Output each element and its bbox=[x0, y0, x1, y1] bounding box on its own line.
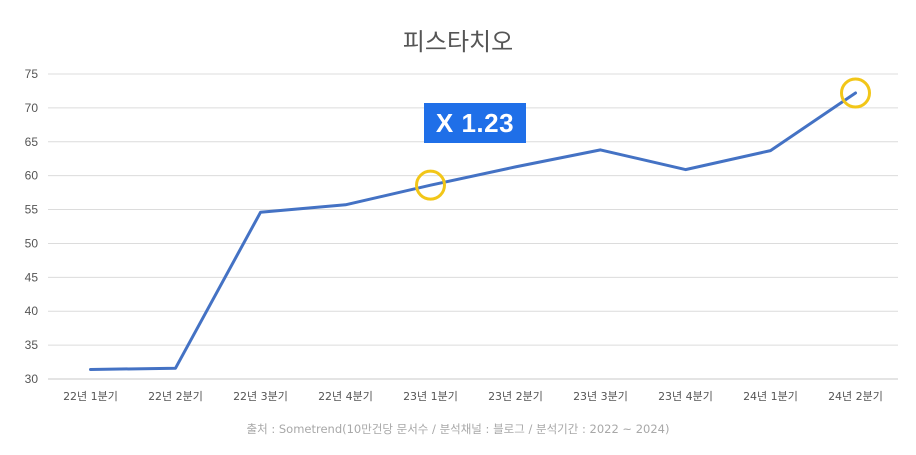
x-tick-label-10: 24년 2분기 bbox=[828, 390, 883, 403]
x-tick-label-9: 24년 1분기 bbox=[743, 390, 798, 403]
x-tick-label-1: 22년 1분기 bbox=[63, 390, 118, 403]
y-axis-ticks: 30 35 40 45 50 55 60 65 70 75 bbox=[25, 67, 39, 386]
y-tick-label-45: 45 bbox=[25, 270, 39, 284]
y-tick-label-70: 70 bbox=[25, 101, 39, 115]
y-tick-label-75: 75 bbox=[25, 67, 39, 81]
growth-callout: X 1.23 bbox=[424, 103, 526, 143]
y-tick-label-40: 40 bbox=[25, 304, 39, 318]
source-note: 출처 : Sometrend(10만건당 문서수 / 분석채널 : 블로그 / … bbox=[246, 422, 670, 436]
x-axis-ticks: 22년 1분기 22년 2분기 22년 3분기 22년 4분기 23년 1분기 23년 2… bbox=[63, 390, 883, 403]
y-tick-label-55: 55 bbox=[25, 203, 39, 217]
y-tick-label-50: 50 bbox=[25, 236, 39, 250]
x-tick-label-6: 23년 2분기 bbox=[488, 390, 543, 403]
grid-lines bbox=[48, 73, 898, 380]
chart-title: 피스타치오 bbox=[402, 28, 514, 56]
x-tick-label-8: 23년 4분기 bbox=[658, 390, 713, 403]
y-tick-label-30: 30 bbox=[25, 372, 39, 386]
x-tick-label-4: 22년 4분기 bbox=[318, 390, 373, 403]
y-tick-label-35: 35 bbox=[25, 338, 39, 352]
x-tick-label-7: 23년 3분기 bbox=[573, 390, 628, 403]
series-line bbox=[89, 91, 857, 371]
x-tick-label-3: 22년 3분기 bbox=[233, 390, 288, 403]
x-tick-label-2: 22년 2분기 bbox=[148, 390, 203, 403]
highlight-circle-10 bbox=[840, 77, 871, 109]
y-tick-label-65: 65 bbox=[25, 135, 39, 149]
x-tick-label-5: 23년 1분기 bbox=[403, 390, 458, 403]
highlight-markers bbox=[415, 77, 871, 201]
highlight-circle-5 bbox=[415, 169, 446, 201]
y-tick-label-60: 60 bbox=[25, 169, 39, 183]
